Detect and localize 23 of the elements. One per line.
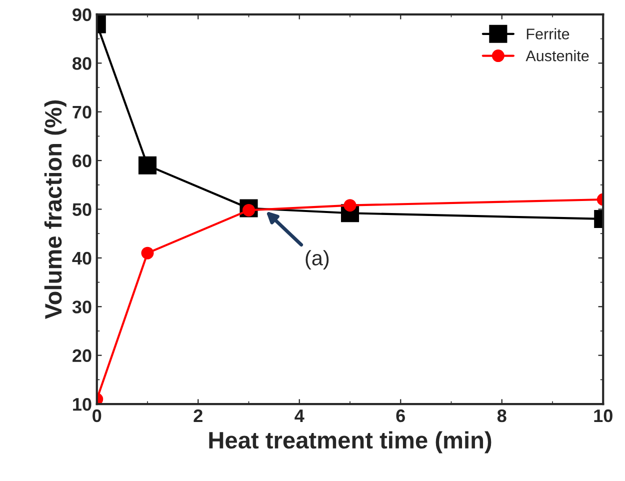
legend-label: Ferrite — [526, 28, 570, 40]
point — [344, 199, 356, 212]
y-axis-title: Volume fraction (%) — [44, 100, 66, 320]
x-tick-label: 0 — [92, 409, 102, 422]
y-tick-label: 60 — [72, 154, 92, 168]
annotation: (a) — [306, 250, 329, 270]
y-tick-label: 90 — [72, 8, 92, 22]
x-tick-label: 6 — [396, 409, 405, 422]
point — [141, 246, 154, 260]
x-tick-label: 10 — [594, 409, 612, 422]
y-tick-label: 10 — [73, 398, 92, 411]
y-tick-label: 20 — [72, 349, 92, 362]
x-tick-label: 8 — [497, 409, 506, 422]
x-tick-label: 4 — [294, 410, 304, 422]
y-tick-label: 30 — [72, 300, 92, 314]
y-tick-label: 80 — [72, 57, 92, 70]
y-tick-label: 50 — [72, 203, 92, 216]
legend-label: Austenite — [526, 50, 589, 62]
x-axis-title: Heat treatment time (min) — [209, 431, 492, 454]
point — [138, 156, 157, 174]
y-tick-label: 70 — [72, 106, 92, 119]
y-tick-label: 40 — [72, 252, 92, 265]
x-tick-label: 2 — [194, 409, 202, 422]
